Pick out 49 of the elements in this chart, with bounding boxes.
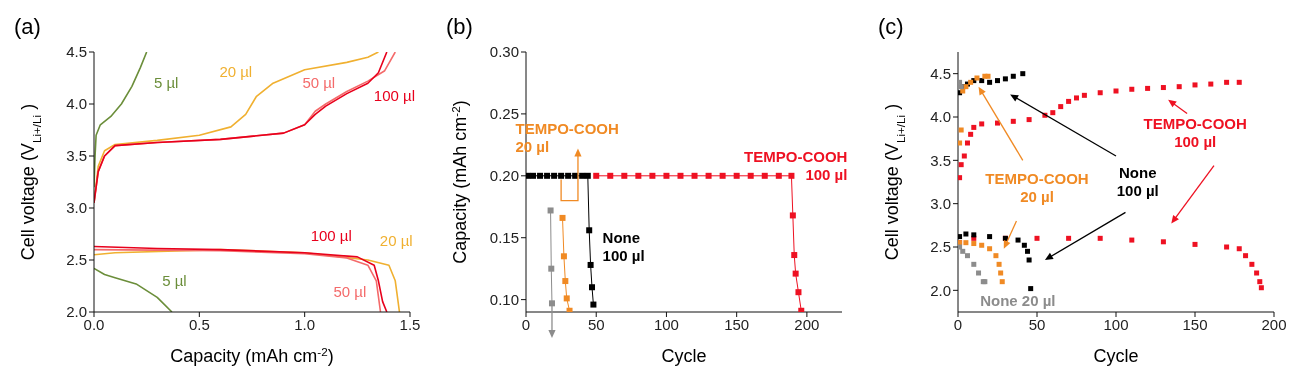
- x-axis-title: Capacity (mAh cm$^{-2}$): [170, 344, 334, 366]
- y-tick-label: 3.0: [66, 199, 87, 217]
- x-tick-label: 150: [724, 315, 750, 333]
- x-tick-label: 50: [1028, 315, 1046, 333]
- y-tick-label: 0.30: [489, 43, 519, 61]
- text: 20 µl: [219, 62, 253, 80]
- series-label: TEMPO-COOH 100 µl: [744, 147, 848, 183]
- text: 50 µl: [333, 282, 367, 300]
- y-tick-label: 3.0: [930, 194, 951, 212]
- y-tick-label: 4.5: [930, 64, 951, 82]
- y-tick-label: 3.5: [66, 147, 87, 165]
- y-tick-label: 4.0: [930, 108, 951, 126]
- x-tick-label: 1.5: [399, 315, 421, 333]
- series-label: 50 µl: [302, 73, 336, 91]
- y-tick-label: 3.5: [930, 151, 951, 169]
- y-tick-label: 0.10: [489, 290, 519, 308]
- x-tick-label: 150: [1182, 315, 1208, 333]
- y-tick-label: 2.0: [930, 281, 951, 299]
- text: None 100 µl: [1116, 163, 1159, 199]
- series-label: 100 µl: [373, 87, 416, 105]
- y-tick-label: 0.20: [489, 167, 519, 185]
- x-axis-title: Cycle: [661, 346, 707, 366]
- chart-title: (a): [14, 14, 41, 39]
- y-tick-label: 4.0: [66, 95, 87, 113]
- x-tick-label: 0.5: [188, 315, 210, 333]
- x-tick-label: 100: [653, 315, 679, 333]
- y-tick-label: 0.15: [489, 229, 519, 247]
- x-tick-label: 0: [953, 315, 963, 333]
- x-tick-label: 200: [1261, 315, 1287, 333]
- text: 5 µl: [153, 74, 179, 92]
- y-tick-label: 4.5: [66, 43, 87, 61]
- series-label: None 100 µl: [602, 228, 645, 264]
- x-tick-label: 0: [521, 315, 531, 333]
- x-tick-label: 200: [794, 315, 820, 333]
- x-axis-title: Cycle: [1093, 346, 1139, 366]
- x-tick-label: 1.0: [294, 315, 316, 333]
- y-tick-label: 2.5: [930, 238, 951, 256]
- legend-label: TEMPO-COOH 100 µl: [1143, 114, 1247, 150]
- x-tick-label: 100: [1103, 315, 1129, 333]
- text: TEMPO-COOH 20 µl: [985, 170, 1089, 206]
- chart-title: (c): [878, 14, 904, 39]
- text: 100 µl: [310, 226, 352, 244]
- y-tick-label: 2.0: [66, 303, 87, 321]
- y-tick-label: 2.5: [66, 251, 87, 269]
- chart-title: (b): [446, 14, 473, 39]
- series-label: None 20 µl: [980, 291, 1056, 309]
- series-label: 20 µl: [379, 232, 413, 249]
- x-tick-label: 50: [587, 315, 605, 333]
- series-label: 5 µl: [162, 271, 187, 289]
